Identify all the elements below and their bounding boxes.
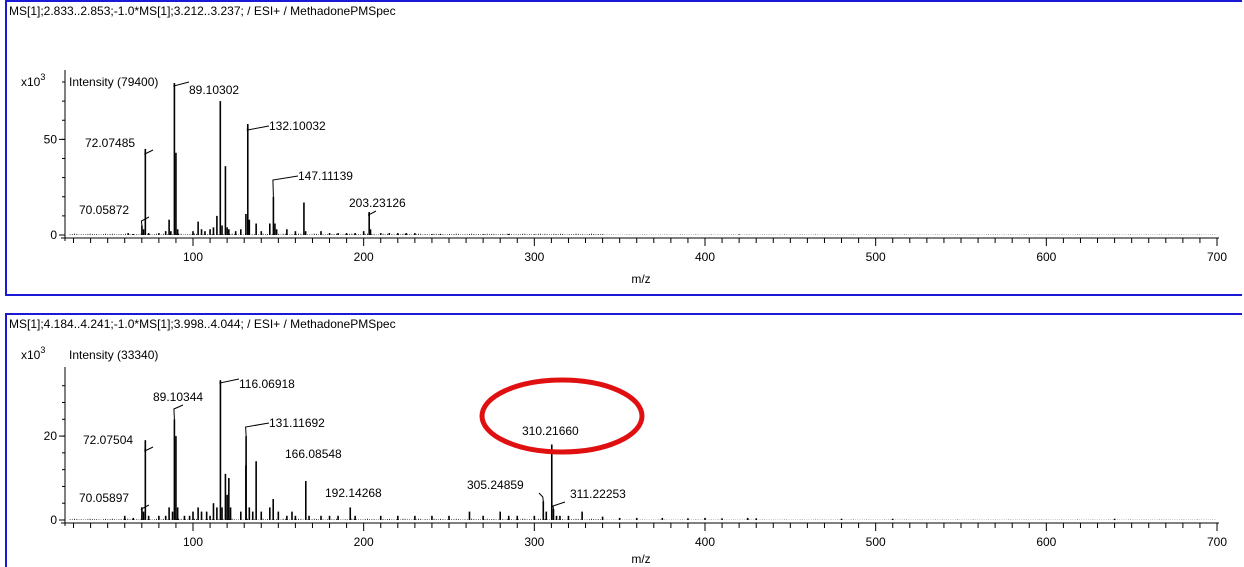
- x-tick-label: 400: [695, 250, 715, 264]
- peak-label: 166.08548: [285, 447, 342, 461]
- peak-label: 72.07504: [83, 433, 133, 447]
- peak-label: 305.24859: [467, 478, 524, 492]
- x-tick-label: 600: [1036, 250, 1056, 264]
- y-tick-label: 0: [50, 513, 57, 527]
- peak-label: 89.10344: [153, 390, 203, 404]
- peak-label: 70.05897: [79, 491, 129, 505]
- peak-label-leader: [144, 440, 154, 452]
- peak-label-leader: [144, 148, 154, 155]
- spectrum-chart-1: x103 Intensity (79400) 0 50 100 200 300 400 500 6…: [21, 70, 1227, 286]
- peak-label-leader: [245, 422, 270, 437]
- spectrum-title: MS[1];2.833..2.853;-1.0*MS[1];3.212..3.2…: [9, 4, 396, 18]
- peak-label-leader: [173, 81, 190, 87]
- peak-label-leader: [538, 492, 544, 502]
- peak-label: 310.21660: [522, 424, 579, 438]
- x-tick-label: 200: [354, 535, 374, 549]
- x-tick-label: 500: [866, 250, 886, 264]
- spectrum-title: MS[1];4.184..4.241;-1.0*MS[1];3.998..4.0…: [9, 317, 396, 331]
- y-tick-label: 0: [50, 228, 57, 242]
- x-tick-label: 300: [524, 535, 544, 549]
- peak-label-leader: [173, 404, 184, 420]
- y-multiplier: x103: [21, 345, 45, 362]
- peak-label: 70.05872: [79, 203, 129, 217]
- peak-label: 192.14268: [325, 486, 382, 500]
- x-tick-label: 200: [354, 250, 374, 264]
- y-multiplier: x103: [21, 72, 45, 89]
- peak-label-leader: [140, 216, 150, 226]
- y-axis-label: Intensity (33340): [69, 348, 158, 362]
- peak-label-leader: [246, 124, 270, 131]
- x-tick-label: 500: [866, 535, 886, 549]
- peak-label-leader: [272, 175, 299, 197]
- x-tick-label: 400: [695, 535, 715, 549]
- spectrum-chart-2: x103 Intensity (33340) 0 20 100 200 300 400 500 6…: [21, 345, 1227, 566]
- y-tick-label: 50: [44, 132, 58, 146]
- x-tick-label: 700: [1207, 535, 1227, 549]
- highlight-ellipse: [479, 377, 645, 455]
- peak-label: 311.22253: [570, 487, 626, 501]
- x-tick-label: 100: [183, 250, 203, 264]
- peak-label: 131.11692: [269, 416, 325, 430]
- spectrum-panel-1: MS[1];2.833..2.853;-1.0*MS[1];3.212..3.2…: [5, 0, 1242, 296]
- baseline-noise: [69, 518, 1216, 520]
- baseline-noise: [69, 233, 1216, 235]
- peak-label: 72.07485: [85, 136, 135, 150]
- x-tick-label: 300: [524, 250, 544, 264]
- x-tick-label: 700: [1207, 250, 1227, 264]
- peak-label: 116.06918: [239, 377, 295, 391]
- y-axis-label: Intensity (79400): [69, 75, 158, 89]
- peak-label-leader: [552, 501, 566, 510]
- x-axis-label: m/z: [631, 272, 650, 286]
- peak-label: 203.23126: [349, 196, 406, 210]
- peak-label-leader: [219, 378, 240, 384]
- peak-label-leader: [368, 210, 377, 216]
- y-tick-label: 20: [44, 429, 58, 443]
- peak-label: 147.11139: [298, 169, 353, 183]
- peak-label: 132.10032: [269, 119, 326, 133]
- x-tick-label: 100: [183, 535, 203, 549]
- peak-label: 89.10302: [189, 83, 239, 97]
- spectrum-panel-2: MS[1];4.184..4.241;-1.0*MS[1];3.998..4.0…: [5, 313, 1242, 567]
- x-tick-label: 600: [1036, 535, 1056, 549]
- peak-label-leader: [140, 504, 150, 511]
- x-axis-label: m/z: [631, 552, 650, 566]
